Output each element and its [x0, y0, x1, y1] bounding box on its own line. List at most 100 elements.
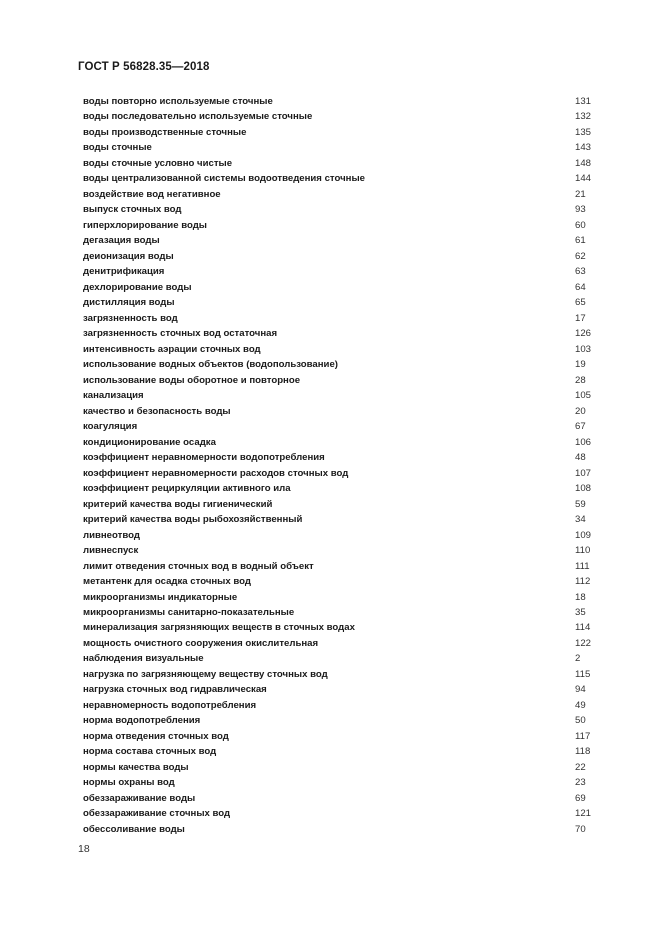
index-list: воды повторно используемые сточные 131 вод… [83, 94, 593, 837]
index-page-ref: 131 [575, 96, 592, 107]
index-page-ref: 110 [575, 545, 591, 557]
index-page-ref: 105 [575, 390, 592, 402]
index-term: мощность очистного сооружения окислитель… [83, 637, 319, 649]
index-term: воды производственные сточные [83, 126, 247, 138]
index-term: обессоливание воды [83, 823, 185, 835]
index-entry: микроорганизмы индикаторные 18 [83, 590, 593, 605]
index-term: минерализация загрязняющих веществ в сто… [83, 622, 355, 634]
index-page-ref: 148 [575, 157, 592, 169]
index-entry: воды последовательно используемые сточны… [83, 109, 593, 124]
index-page-ref: 114 [575, 622, 591, 634]
index-page-ref: 103 [575, 343, 592, 355]
index-term: коэффициент рециркуляции активного ила [83, 483, 291, 495]
index-entry: загрязненность сточных вод остаточная 126 [83, 326, 593, 341]
index-page-ref: 126 [575, 328, 592, 340]
index-term: воздействие вод негативное [83, 188, 221, 200]
index-page-ref: 94 [575, 684, 586, 696]
index-page-ref: 63 [575, 266, 586, 278]
index-term: использование воды оборотное и повторное [83, 374, 301, 386]
index-entry: мощность очистного сооружения окислитель… [83, 636, 593, 651]
index-page-ref: 20 [575, 405, 586, 417]
index-entry: коэффициент рециркуляции активного ила 10… [83, 481, 593, 496]
index-entry: использование водных объектов (водопольз… [83, 357, 593, 372]
index-page-ref: 135 [575, 126, 592, 138]
index-entry: метантенк для осадка сточных вод 112 [83, 574, 593, 589]
index-page-ref: 28 [575, 374, 586, 386]
index-term: нормы качества воды [83, 761, 189, 773]
index-entry: воды повторно используемые сточные 131 [83, 94, 593, 109]
index-entry: воды производственные сточные 135 [83, 125, 593, 140]
index-page-ref: 107 [575, 467, 592, 479]
index-page-ref: 70 [575, 823, 586, 835]
index-term: норма водопотребления [83, 715, 201, 727]
index-entry: коагуляция 67 [83, 419, 593, 434]
index-entry: критерий качества воды рыбохозяйственный… [83, 512, 593, 527]
index-term: канализация [83, 390, 144, 402]
index-entry: загрязненность вод 17 [83, 311, 593, 326]
index-entry: гиперхлорирование воды 60 [83, 218, 593, 233]
index-term: обеззараживание сточных вод [83, 808, 231, 820]
index-entry: ливнеотвод 109 [83, 528, 593, 543]
index-term: обеззараживание воды [83, 792, 196, 804]
index-page-ref: 111 [575, 560, 590, 572]
index-term: денитрификация [83, 266, 165, 278]
index-term: норма отведения сточных вод [83, 730, 229, 742]
index-entry: использование воды оборотное и повторное… [83, 373, 593, 388]
index-term: ливнеспуск [83, 545, 139, 557]
index-page-ref: 132 [575, 111, 592, 123]
index-entry: нагрузка по загрязняющему веществу сточн… [83, 667, 593, 682]
index-page-ref: 48 [575, 452, 586, 464]
index-term: дегазация воды [83, 235, 160, 247]
index-term: дистилляция воды [83, 297, 175, 309]
index-entry: лимит отведения сточных вод в водный объ… [83, 559, 593, 574]
index-term: коэффициент неравномерности водопотребле… [83, 452, 325, 464]
index-page-ref: 112 [575, 576, 591, 588]
index-term: воды централизованной системы водоотведе… [83, 173, 365, 185]
index-entry: неравномерность водопотребления 49 [83, 698, 593, 713]
index-entry: дехлорирование воды 64 [83, 280, 593, 295]
index-page-ref: 2 [575, 653, 581, 665]
index-page-ref: 62 [575, 250, 586, 262]
index-entry: обеззараживание воды 69 [83, 791, 593, 806]
index-page-ref: 69 [575, 792, 586, 804]
index-entry: дистилляция воды 65 [83, 295, 593, 310]
index-term: коагуляция [83, 421, 138, 433]
index-page-ref: 50 [575, 715, 586, 727]
index-term: воды последовательно используемые сточны… [83, 111, 313, 123]
index-term: микроорганизмы индикаторные [83, 591, 238, 603]
index-entry: нагрузка сточных вод гидравлическая 94 [83, 682, 593, 697]
index-entry: обессоливание воды 70 [83, 822, 593, 837]
index-entry: нормы качества воды 22 [83, 760, 593, 775]
index-entry: коэффициент неравномерности расходов сто… [83, 466, 593, 481]
index-entry: норма водопотребления 50 [83, 713, 593, 728]
index-term: наблюдения визуальные [83, 653, 204, 665]
index-term: норма состава сточных вод [83, 746, 217, 758]
index-entry: микроорганизмы санитарно-показательные 35 [83, 605, 593, 620]
index-page-ref: 19 [575, 359, 586, 371]
index-page-ref: 115 [575, 668, 591, 680]
index-page-ref: 23 [575, 777, 586, 789]
index-page-ref: 60 [575, 219, 586, 231]
index-term: микроорганизмы санитарно-показательные [83, 606, 295, 618]
index-entry: канализация 105 [83, 388, 593, 403]
index-page-ref: 64 [575, 281, 586, 293]
index-term: загрязненность сточных вод остаточная [83, 328, 278, 340]
index-page-ref: 106 [575, 436, 592, 448]
index-page-ref: 18 [575, 591, 586, 603]
index-term: нормы охраны вод [83, 777, 175, 789]
index-entry: ливнеспуск 110 [83, 543, 593, 558]
index-entry: воды централизованной системы водоотведе… [83, 171, 593, 186]
index-term: коэффициент неравномерности расходов сто… [83, 467, 349, 479]
index-entry: кондиционирование осадка 106 [83, 435, 593, 450]
index-page-ref: 108 [575, 483, 592, 495]
index-page-ref: 121 [575, 808, 592, 820]
index-entry: критерий качества воды гигиенический 59 [83, 497, 593, 512]
index-term: гиперхлорирование воды [83, 219, 207, 231]
index-term: дехлорирование воды [83, 281, 192, 293]
index-page-ref: 143 [575, 142, 592, 154]
index-entry: норма отведения сточных вод 117 [83, 729, 593, 744]
index-term: деионизация воды [83, 250, 174, 262]
index-page-ref: 34 [575, 514, 586, 526]
index-term: нагрузка по загрязняющему веществу сточн… [83, 668, 328, 680]
document-header: ГОСТ Р 56828.35—2018 [78, 61, 210, 73]
